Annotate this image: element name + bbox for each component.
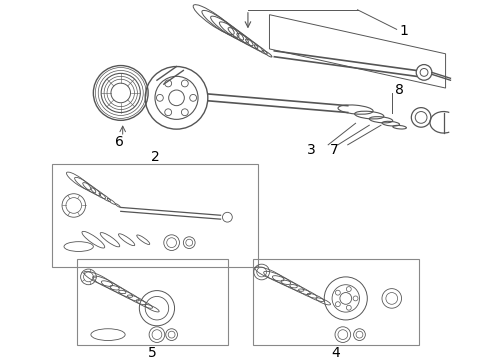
Bar	[77, 259, 228, 345]
Text: 2: 2	[150, 149, 159, 163]
Text: 6: 6	[115, 135, 124, 149]
Text: 4: 4	[332, 346, 341, 360]
Bar	[253, 259, 419, 345]
Text: 3: 3	[307, 143, 316, 157]
Bar	[52, 165, 258, 267]
Text: 8: 8	[395, 83, 404, 97]
Text: 1: 1	[399, 24, 409, 38]
Text: 5: 5	[147, 346, 156, 360]
Text: 7: 7	[330, 143, 339, 157]
